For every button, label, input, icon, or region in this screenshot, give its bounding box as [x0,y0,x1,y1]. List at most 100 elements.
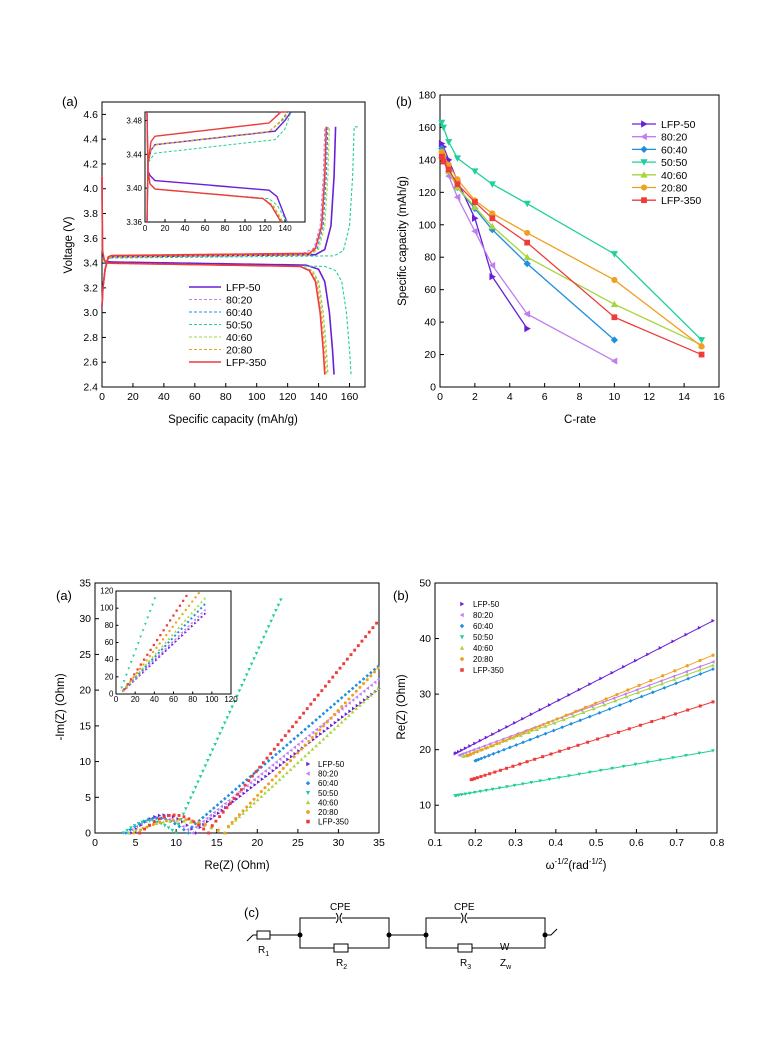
data-point [276,603,281,607]
data-point [186,831,191,835]
inset-data-point [161,652,165,656]
data-point [167,814,171,817]
data-point [564,713,568,717]
data-point [350,686,355,691]
data-point [310,747,315,751]
data-point [453,193,461,201]
inset-data-point [176,630,180,634]
data-point [164,819,168,823]
x-tick-label: 14 [678,391,690,403]
y-tick-label: 100 [418,219,436,231]
charge-curve-50:50 [101,126,359,307]
data-point [271,614,276,618]
legend-marker [640,133,647,141]
x-tick-label: 140 [310,391,328,403]
data-point [697,664,702,669]
legend-marker [459,635,465,640]
data-point [320,689,324,693]
data-point [698,343,705,350]
nyquist-series [121,598,381,835]
data-point [558,749,562,753]
data-point [303,743,307,747]
legend-label: 40:60 [318,798,339,807]
inset-y-tick-label: 3.40 [126,184,142,193]
inset-data-point [190,621,193,625]
data-point [533,757,537,761]
data-point [586,740,590,744]
inset-data-point [144,666,148,670]
data-point [268,771,272,776]
data-point [182,815,186,819]
data-point [504,738,509,743]
x-tick-label: 0.8 [710,837,725,849]
data-point [240,788,243,792]
data-point [316,693,320,697]
inset-y-tick-label: 3.36 [126,218,142,227]
y-tick-label: 5 [85,792,91,804]
data-point [299,757,304,761]
data-point [524,239,531,246]
inset-data-point [177,637,181,640]
inset-data-point [161,638,165,641]
data-point [659,679,663,683]
data-point [711,653,715,657]
data-point [552,721,557,725]
data-point [610,251,618,258]
data-point [150,816,155,821]
data-point [305,707,309,711]
data-point [198,775,203,779]
data-point [285,763,289,767]
data-point [265,756,269,760]
data-point [711,663,715,667]
data-point [153,814,157,819]
data-point [256,793,260,797]
data-point [336,699,340,703]
data-point [571,714,576,718]
data-point [259,772,264,776]
data-point [697,337,706,344]
x-tick-label: 6 [542,391,548,403]
data-point [237,784,242,788]
data-point [193,785,198,790]
data-point [334,671,338,675]
data-point [188,820,193,824]
inset-data-point [174,621,178,624]
data-point [359,701,363,705]
data-point [270,755,275,760]
data-point [223,801,227,806]
data-point [440,158,447,165]
data-point [611,314,618,321]
inset-data-point [180,622,184,626]
data-point [223,796,227,801]
data-point [285,751,289,756]
legend-label: 20:80 [661,183,687,195]
y-tick-label: 20 [424,349,436,361]
data-point [220,726,225,731]
inset-data-point [141,629,145,632]
x-tick-label: 0.6 [629,837,644,849]
inset-y-tick-label: 100 [100,604,114,613]
data-point [166,826,171,830]
data-point [276,743,280,747]
data-point [223,831,227,835]
data-point [173,821,177,826]
legend-label: 60:40 [318,779,339,788]
data-point [144,819,148,824]
data-point [321,737,326,741]
inset-x-tick-label: 40 [181,224,190,233]
data-point [484,788,489,793]
inset-data-point [174,640,178,644]
inset-data-point [191,600,194,603]
data-point [576,743,580,747]
inset-data-point [174,630,177,633]
y-tick-label: 10 [419,800,431,812]
y-axis-label-a-top: Voltage (V) [63,216,75,273]
data-point [686,708,690,712]
data-point [307,739,311,743]
legend-label: LFP-50 [661,119,696,131]
data-point [343,704,348,708]
data-point [484,735,489,740]
data-point [674,681,678,686]
inset-data-point [158,642,161,645]
